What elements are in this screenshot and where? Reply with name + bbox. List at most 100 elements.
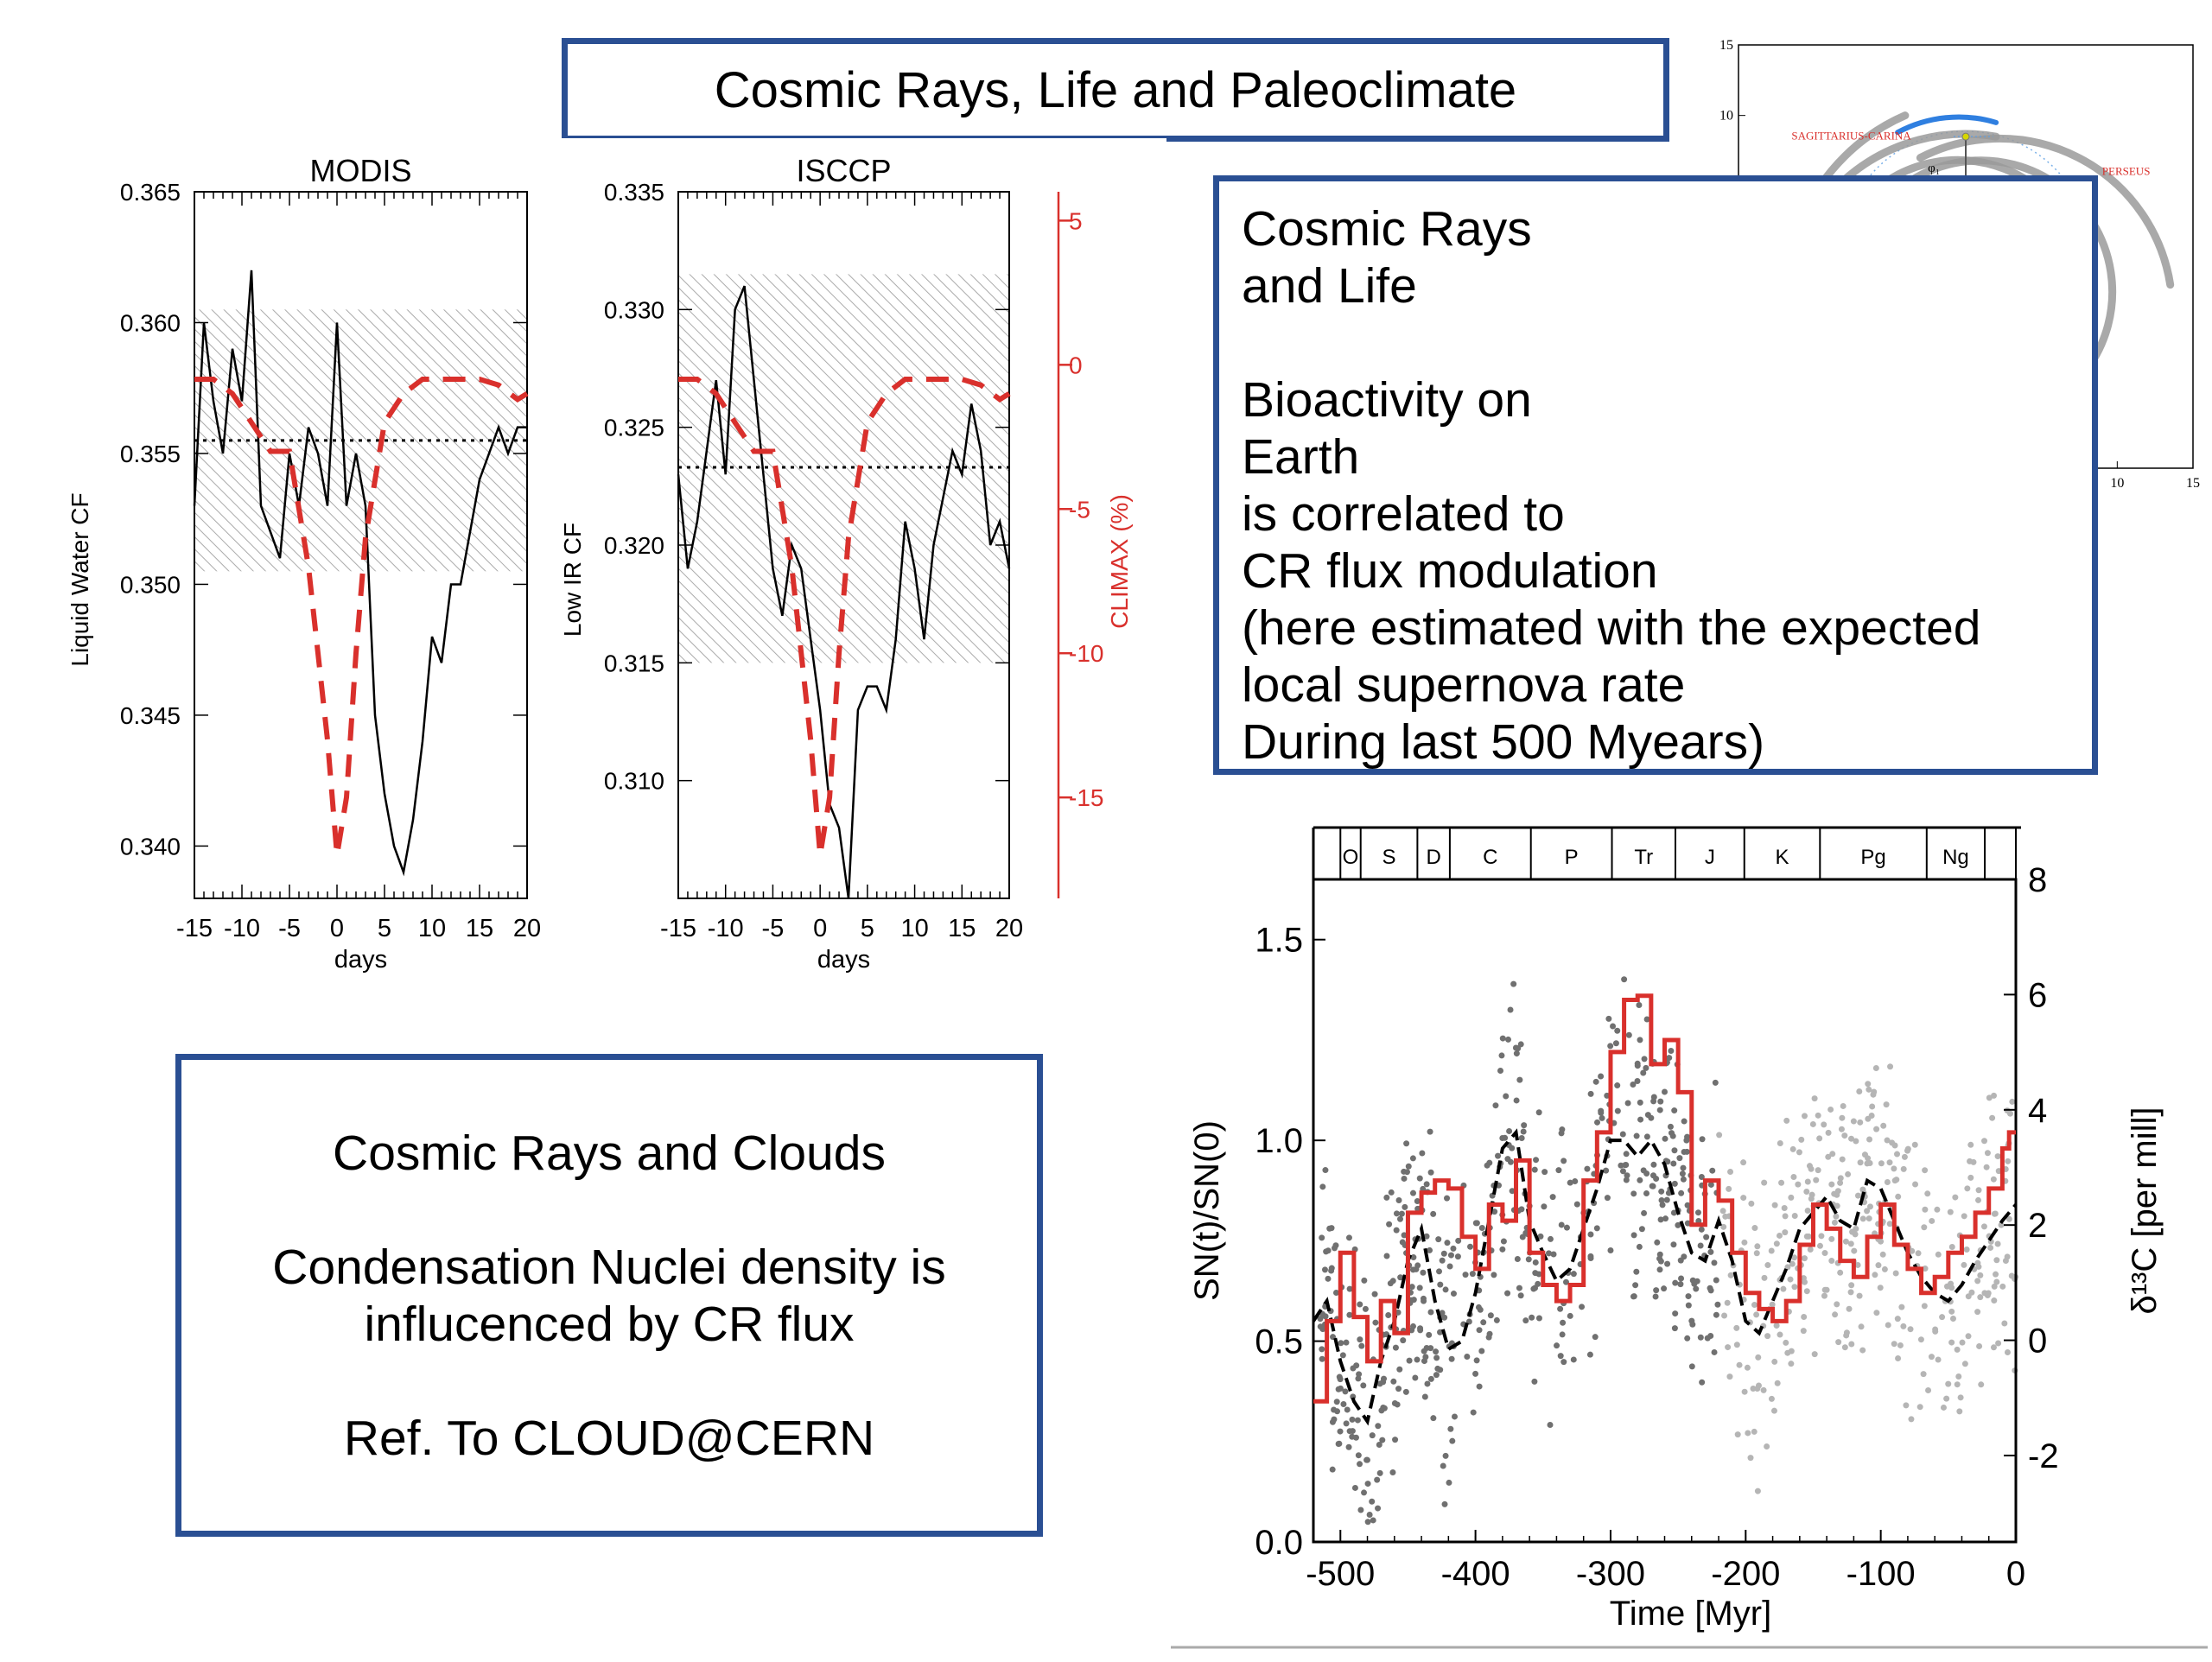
- scatter-point: [1697, 1242, 1704, 1249]
- life-heading-line: and Life: [1242, 258, 1417, 314]
- scatter-point: [1675, 1221, 1681, 1228]
- scatter-point: [1901, 1153, 1908, 1160]
- scatter-point: [1666, 1055, 1673, 1062]
- scatter-point: [1699, 1379, 1706, 1386]
- panel-title: ISCCP: [796, 153, 891, 188]
- scatter-point: [1954, 1346, 1961, 1353]
- slide-title: Cosmic Rays, Life and Paleoclimate: [714, 61, 1517, 118]
- scatter-point: [1676, 1155, 1683, 1162]
- scatter-point: [1398, 1210, 1405, 1217]
- scatter-point: [1976, 1342, 1983, 1349]
- scatter-point: [1509, 1145, 1516, 1151]
- scatter-point: [1787, 1276, 1794, 1283]
- scatter-point: [1423, 1344, 1430, 1351]
- scatter-point: [1825, 1129, 1832, 1136]
- scatter-point: [1733, 1342, 1740, 1348]
- scatter-point: [1907, 1326, 1914, 1333]
- scatter-point: [1518, 1135, 1525, 1142]
- scatter-point: [1834, 1188, 1841, 1195]
- scatter-point: [1325, 1247, 1332, 1254]
- scatter-point: [1541, 1169, 1548, 1176]
- delta13c-smoothed-line: [1312, 1128, 2018, 1426]
- scatter-point: [1637, 1099, 1643, 1106]
- scatter-point: [1677, 1257, 1684, 1264]
- scatter-point: [1685, 1302, 1692, 1309]
- scatter-point: [1480, 1319, 1487, 1326]
- scatter-point: [1427, 1309, 1434, 1316]
- scatter-point: [1761, 1274, 1768, 1281]
- scatter-point: [1451, 1413, 1458, 1420]
- scatter-point: [1567, 1312, 1573, 1319]
- scatter-point: [1441, 1500, 1448, 1507]
- scatter-point: [1780, 1285, 1787, 1292]
- scatter-point: [1339, 1352, 1346, 1359]
- x-tick-label: -100: [1847, 1555, 1916, 1593]
- scatter-point: [1991, 1297, 1998, 1304]
- scatter-point: [1788, 1194, 1795, 1201]
- scatter-point: [1623, 1177, 1630, 1183]
- scatter-point: [1872, 1065, 1879, 1072]
- scatter-point: [1734, 1431, 1741, 1438]
- scatter-point: [1469, 1271, 1476, 1278]
- scatter-point: [1800, 1275, 1807, 1282]
- climax-tick-label: -15: [1069, 784, 1103, 811]
- scatter-point: [1437, 1367, 1444, 1373]
- scatter-point: [1900, 1165, 1907, 1172]
- scatter-point: [1653, 1287, 1660, 1294]
- scatter-point: [1433, 1372, 1440, 1379]
- scatter-point: [1865, 1155, 1872, 1162]
- scatter-point: [1450, 1245, 1457, 1252]
- scatter-point: [1840, 1102, 1847, 1109]
- blue-arm-segment: [1895, 114, 1999, 136]
- scatter-point: [1741, 1239, 1748, 1246]
- scatter-point: [1413, 1266, 1420, 1272]
- scatter-point: [1866, 1215, 1872, 1222]
- scatter-point: [1769, 1301, 1776, 1308]
- scatter-point: [1754, 1243, 1761, 1250]
- scatter-point: [1857, 1119, 1864, 1126]
- scatter-point: [1625, 1031, 1632, 1038]
- scatter-point: [1389, 1278, 1396, 1285]
- scatter-point: [1697, 1334, 1704, 1341]
- x-tick-label: 0: [330, 915, 344, 942]
- scatter-point: [1856, 1292, 1863, 1299]
- scatter-point: [1560, 1319, 1567, 1326]
- scatter-point: [1782, 1229, 1789, 1236]
- scatter-point: [1361, 1277, 1368, 1284]
- scatter-point: [1856, 1088, 1863, 1095]
- scatter-point: [1322, 1167, 1329, 1174]
- scatter-point: [1709, 1167, 1716, 1174]
- scatter-point: [1703, 1234, 1710, 1240]
- scatter-point: [1430, 1415, 1437, 1422]
- scatter-point: [1376, 1380, 1383, 1387]
- scatter-point: [1883, 1101, 1890, 1108]
- scatter-point: [1338, 1340, 1344, 1347]
- scatter-point: [1712, 1079, 1719, 1086]
- scatter-point: [1800, 1328, 1807, 1335]
- scatter-point: [1848, 1341, 1855, 1348]
- scatter-point: [1505, 1036, 1512, 1043]
- scatter-point: [1754, 1385, 1761, 1392]
- scatter-point: [1442, 1452, 1449, 1459]
- climax-tick-label: -10: [1069, 640, 1103, 667]
- scatter-point: [1891, 1341, 1897, 1348]
- scatter-point: [1833, 1213, 1840, 1220]
- scatter-point: [1652, 1293, 1659, 1300]
- x-tick-label: -300: [1576, 1555, 1645, 1593]
- scatter-point: [2005, 1215, 2012, 1222]
- scatter-point: [1859, 1215, 1866, 1222]
- scatter-point: [1476, 1383, 1483, 1390]
- scatter-point: [1360, 1382, 1367, 1389]
- scatter-point: [1555, 1167, 1562, 1174]
- scatter-point: [1520, 1128, 1527, 1135]
- scatter-point: [1607, 1043, 1614, 1050]
- phase-label: φ₁: [1928, 162, 1940, 175]
- y-tick-label: 0.5: [1255, 1323, 1303, 1361]
- period-label: Ng: [1942, 846, 1969, 869]
- scatter-point: [1593, 1225, 1600, 1232]
- scatter-point: [1898, 1304, 1905, 1310]
- scatter-point: [1669, 1132, 1676, 1139]
- scatter-point: [1747, 1455, 1754, 1462]
- scatter-point: [1354, 1417, 1361, 1424]
- scatter-point: [1499, 1035, 1506, 1042]
